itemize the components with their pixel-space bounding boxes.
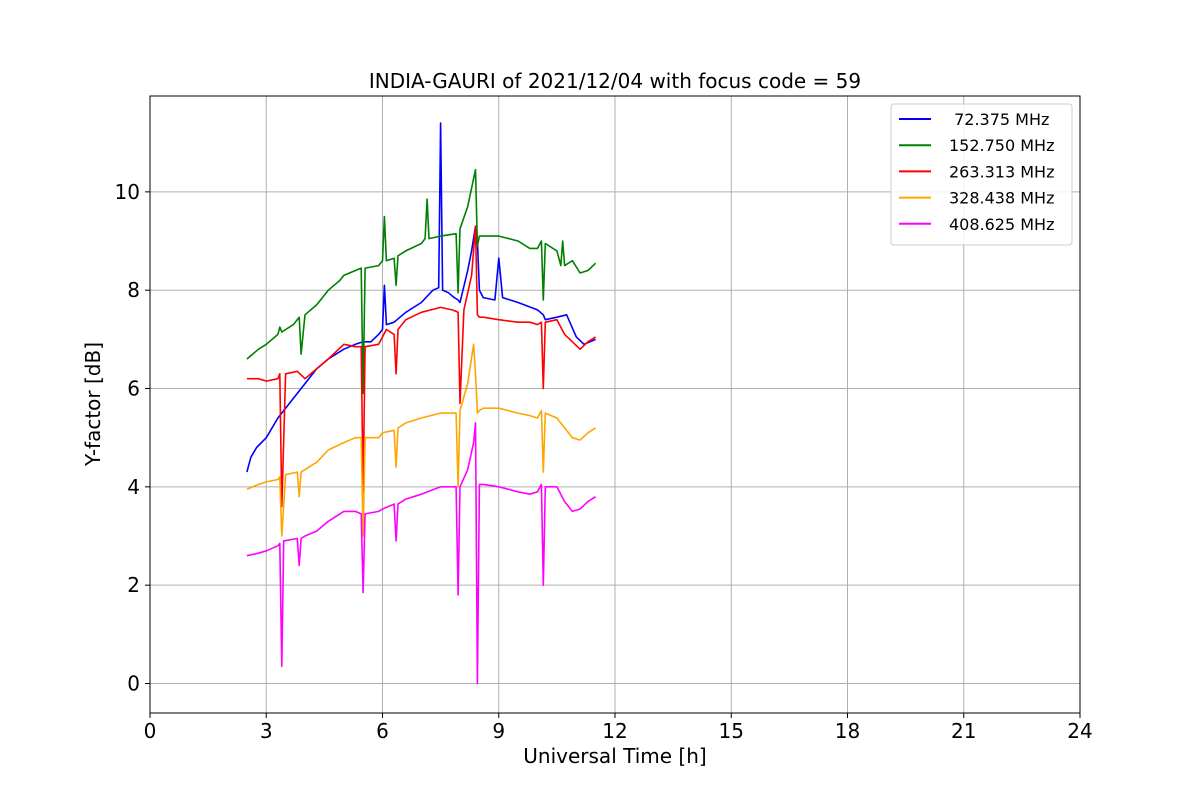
x-tick-label: 15 bbox=[719, 719, 744, 743]
x-tick-label: 3 bbox=[260, 719, 273, 743]
y-axis-label: Y-factor [dB] bbox=[81, 342, 105, 467]
legend-label: 328.438 MHz bbox=[949, 189, 1054, 208]
x-tick-label: 9 bbox=[492, 719, 505, 743]
legend-label: 72.375 MHz bbox=[949, 110, 1049, 129]
x-tick-label: 24 bbox=[1067, 719, 1092, 743]
chart-title: INDIA-GAURI of 2021/12/04 with focus cod… bbox=[369, 69, 861, 93]
y-tick-label: 4 bbox=[127, 475, 140, 499]
series-line-0 bbox=[246, 122, 596, 473]
y-gridlines bbox=[150, 191, 1080, 685]
legend-label: 152.750 MHz bbox=[949, 136, 1054, 155]
legend-box bbox=[890, 103, 1073, 246]
y-tick-label: 2 bbox=[127, 573, 140, 597]
legend: 72.375 MHz 152.750 MHz 263.313 MHz 328.438 … bbox=[890, 103, 1073, 246]
y-tick-label: 0 bbox=[127, 672, 140, 696]
y-axis-ticks: 0 2 4 6 8 10 bbox=[115, 180, 150, 696]
series-line-4 bbox=[246, 422, 597, 685]
x-tick-label: 0 bbox=[144, 719, 157, 743]
series-layer bbox=[246, 122, 597, 685]
series-line-3 bbox=[246, 343, 597, 537]
y-tick-label: 8 bbox=[127, 278, 140, 302]
x-tick-label: 21 bbox=[951, 719, 976, 743]
legend-label: 408.625 MHz bbox=[949, 215, 1054, 234]
y-tick-label: 6 bbox=[127, 377, 140, 401]
series-line-2 bbox=[246, 225, 597, 508]
x-axis-ticks: 0 3 6 9 12 15 18 21 24 bbox=[144, 713, 1093, 743]
x-tick-label: 12 bbox=[602, 719, 627, 743]
series-line-1 bbox=[246, 168, 597, 395]
x-tick-label: 6 bbox=[376, 719, 389, 743]
legend-label: 263.313 MHz bbox=[949, 162, 1054, 181]
x-tick-label: 18 bbox=[835, 719, 860, 743]
y-tick-label: 10 bbox=[115, 180, 140, 204]
x-axis-label: Universal Time [h] bbox=[523, 744, 706, 768]
